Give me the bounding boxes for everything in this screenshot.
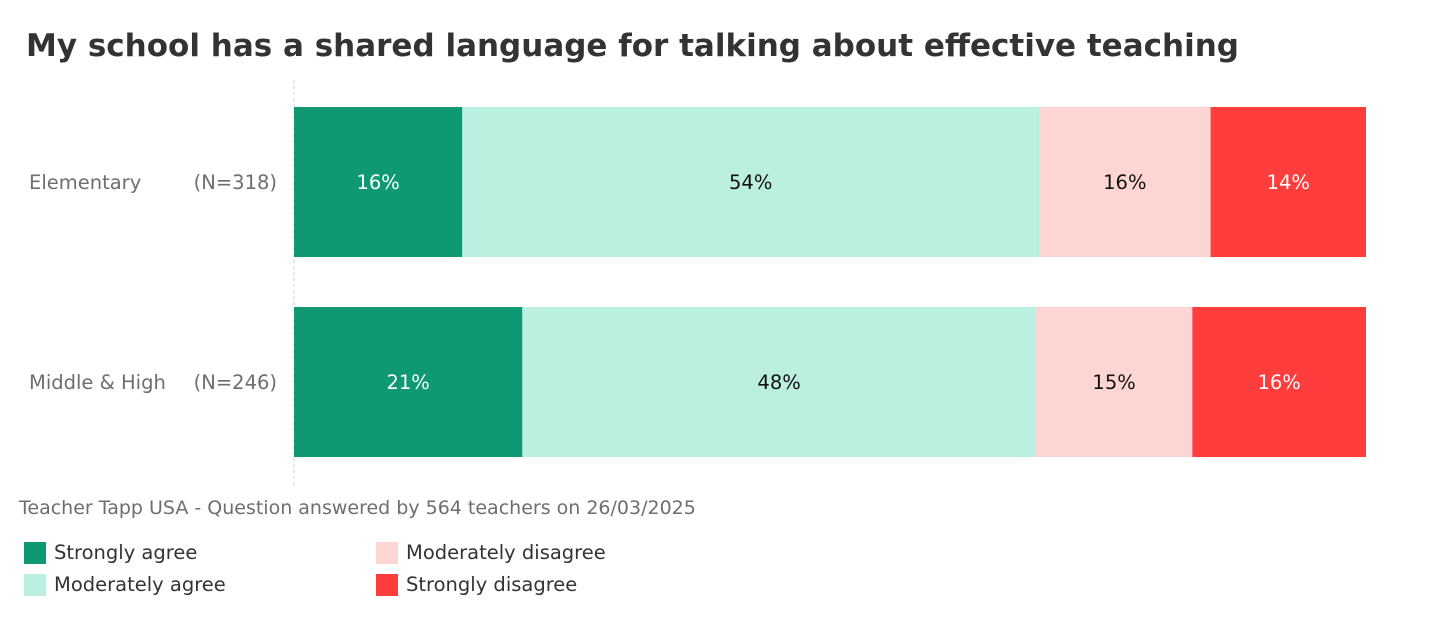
legend-item: Moderately agree — [24, 573, 226, 596]
data-label: 16% — [1103, 171, 1146, 194]
chart-title: My school has a shared language for talk… — [26, 28, 1239, 64]
data-label: 48% — [757, 371, 800, 394]
legend-item: Strongly agree — [24, 541, 197, 564]
bar-segment — [522, 307, 1036, 457]
bar-segment — [294, 107, 463, 257]
source-note: Teacher Tapp USA - Question answered by … — [19, 497, 696, 519]
bar-segment — [1039, 107, 1211, 257]
legend-label: Strongly disagree — [406, 573, 578, 596]
legend-label: Moderately disagree — [406, 541, 606, 564]
data-label: 15% — [1092, 371, 1135, 394]
legend-label: Strongly agree — [54, 541, 198, 564]
bar-segment — [462, 107, 1040, 257]
legend-label: Moderately agree — [54, 573, 226, 596]
category-label: Elementary — [29, 171, 141, 194]
bar-segment — [1210, 107, 1366, 257]
category-n-label: (N=246) — [194, 371, 277, 394]
data-label: 16% — [356, 171, 399, 194]
legend-item: Strongly disagree — [376, 573, 577, 596]
data-label: 21% — [386, 371, 429, 394]
category-label: Middle & High — [29, 371, 166, 394]
legend-swatch — [24, 573, 46, 596]
bar-segment — [294, 307, 523, 457]
bar-segment — [1192, 307, 1366, 457]
data-label: 14% — [1267, 171, 1310, 194]
bar-segment — [1035, 307, 1193, 457]
legend-swatch — [376, 573, 398, 596]
legend-swatch — [24, 541, 46, 564]
legend-item: Moderately disagree — [376, 541, 606, 564]
data-label: 54% — [729, 171, 772, 194]
category-n-label: (N=318) — [194, 171, 277, 194]
legend-swatch — [376, 541, 398, 564]
data-label: 16% — [1257, 371, 1300, 394]
